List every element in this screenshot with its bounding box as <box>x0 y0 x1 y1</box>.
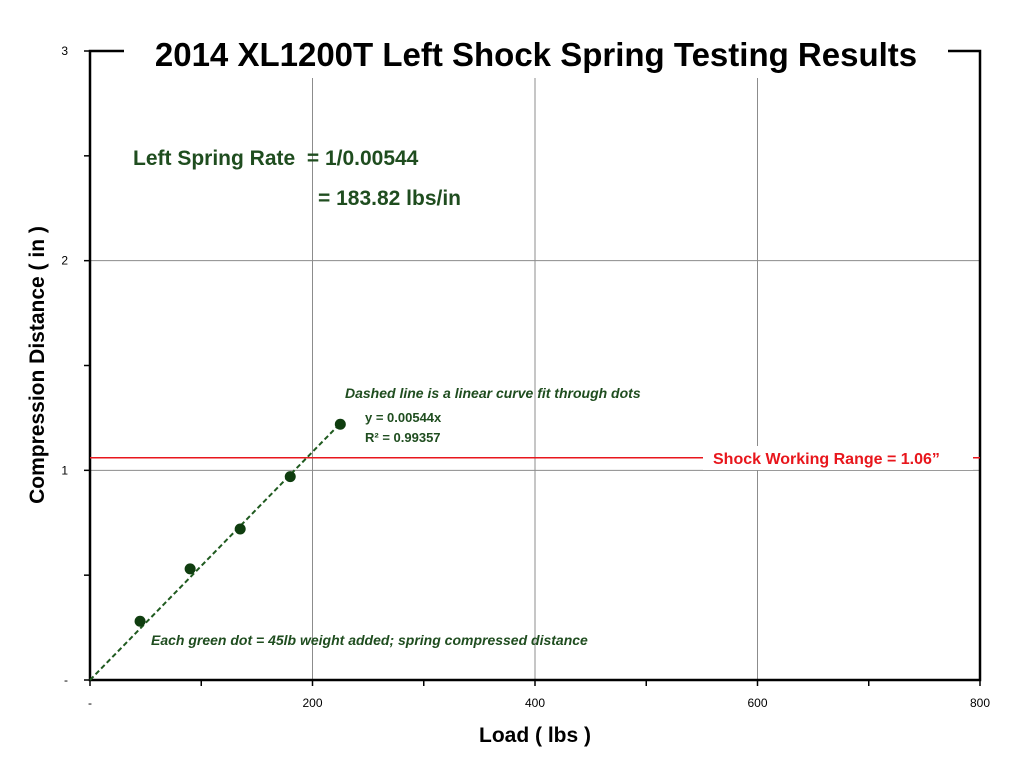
y-axis-label: Compression Distance ( in ) <box>26 226 49 504</box>
x-tick-label: 600 <box>747 696 767 710</box>
data-point <box>334 418 346 430</box>
y-tick-label: 3 <box>61 44 68 58</box>
fit-line-note: Dashed line is a linear curve fit throug… <box>345 385 641 401</box>
data-point <box>284 471 296 483</box>
fit-line-layer <box>89 422 342 681</box>
x-tick-label: 200 <box>302 696 322 710</box>
y-tick-label: - <box>64 673 68 687</box>
fit-equation: y = 0.00544x <box>365 410 442 425</box>
x-tick-label: - <box>88 696 92 710</box>
ticks-layer: - 200 400 600 800 - 1 2 3 <box>61 44 990 710</box>
data-point <box>134 615 146 627</box>
y-tick-label: 2 <box>61 254 68 268</box>
y-tick-label: 1 <box>61 463 68 477</box>
fit-r-squared: R² = 0.99357 <box>365 430 441 445</box>
data-point <box>234 523 246 535</box>
reference-line-label: Shock Working Range = 1.06” <box>713 451 940 468</box>
chart-title: 2014 XL1200T Left Shock Spring Testing R… <box>155 36 917 73</box>
spring-rate-line-2: = 183.82 lbs/in <box>318 187 461 210</box>
grid-layer <box>90 51 980 680</box>
reference-label-background <box>703 446 973 470</box>
spring-rate-line-1: Left Spring Rate = 1/0.00544 <box>133 147 419 170</box>
x-tick-label: 400 <box>525 696 545 710</box>
points-layer <box>134 418 346 627</box>
x-axis-label: Load ( lbs ) <box>479 724 591 747</box>
data-point <box>184 563 196 575</box>
dot-note: Each green dot = 45lb weight added; spri… <box>151 632 588 648</box>
fit-line <box>89 422 342 681</box>
x-tick-label: 800 <box>970 696 990 710</box>
title-background <box>124 30 948 78</box>
